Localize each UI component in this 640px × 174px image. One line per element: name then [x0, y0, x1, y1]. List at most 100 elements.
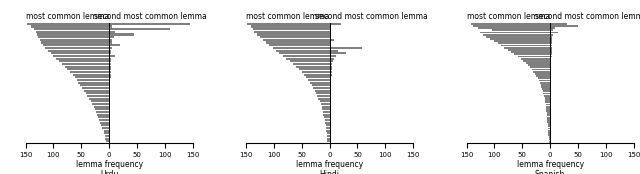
Bar — [109, 105, 110, 108]
Bar — [308, 79, 330, 81]
Bar — [550, 84, 551, 86]
Bar — [515, 53, 550, 55]
Bar — [550, 77, 551, 79]
Bar — [73, 73, 109, 76]
Bar — [319, 100, 330, 102]
Bar — [310, 81, 330, 84]
Bar — [104, 129, 109, 132]
Bar — [528, 64, 550, 66]
Bar — [550, 75, 551, 77]
Bar — [330, 79, 332, 81]
Bar — [541, 84, 550, 86]
Bar — [324, 119, 330, 121]
Bar — [547, 112, 550, 114]
Bar — [543, 93, 550, 94]
Bar — [511, 51, 550, 53]
Bar — [67, 68, 109, 70]
Bar — [109, 60, 111, 62]
Bar — [276, 49, 330, 52]
Bar — [109, 87, 110, 89]
Bar — [330, 68, 332, 70]
Bar — [547, 121, 550, 123]
Bar — [109, 108, 110, 110]
Bar — [525, 62, 550, 64]
Bar — [550, 45, 552, 46]
Bar — [38, 36, 109, 38]
Bar — [109, 63, 111, 65]
Bar — [324, 116, 330, 118]
Bar — [330, 57, 334, 60]
Bar — [545, 99, 550, 101]
Bar — [548, 125, 550, 127]
Bar — [486, 36, 550, 38]
Bar — [27, 23, 109, 25]
Bar — [109, 55, 115, 57]
Bar — [550, 40, 552, 42]
Text: most common lemma: most common lemma — [467, 12, 550, 21]
Bar — [550, 93, 551, 94]
Bar — [45, 47, 109, 49]
Bar — [548, 128, 550, 129]
Bar — [109, 47, 112, 49]
Bar — [53, 55, 109, 57]
Bar — [330, 36, 331, 38]
X-axis label: lemma frequency
Hindi: lemma frequency Hindi — [296, 160, 363, 174]
Bar — [269, 44, 330, 46]
Bar — [326, 129, 330, 132]
Bar — [550, 62, 551, 64]
Bar — [540, 82, 550, 84]
Bar — [286, 57, 330, 60]
Bar — [550, 51, 552, 53]
Bar — [104, 132, 109, 135]
Bar — [89, 97, 109, 100]
Bar — [75, 76, 109, 78]
Bar — [533, 71, 550, 73]
Bar — [550, 73, 551, 75]
Bar — [545, 101, 550, 103]
Bar — [109, 52, 111, 54]
Bar — [316, 92, 330, 94]
Bar — [477, 27, 550, 29]
Bar — [31, 25, 109, 28]
Bar — [550, 42, 552, 44]
Bar — [330, 52, 346, 54]
Bar — [105, 137, 109, 140]
Bar — [48, 49, 109, 52]
Bar — [550, 86, 551, 88]
Bar — [109, 97, 110, 100]
Bar — [330, 100, 331, 102]
Bar — [36, 33, 109, 36]
Bar — [325, 121, 330, 124]
Bar — [473, 25, 550, 27]
Bar — [330, 44, 331, 46]
Bar — [330, 25, 332, 28]
Bar — [330, 116, 331, 118]
Bar — [544, 95, 550, 97]
Bar — [539, 80, 550, 81]
Bar — [315, 89, 330, 92]
Bar — [542, 88, 550, 90]
Bar — [317, 95, 330, 97]
Bar — [543, 90, 550, 92]
Bar — [504, 47, 550, 49]
Bar — [109, 31, 115, 33]
Bar — [550, 66, 551, 68]
Bar — [109, 116, 110, 118]
Bar — [498, 42, 550, 44]
Bar — [550, 64, 551, 66]
Bar — [546, 108, 550, 110]
Bar — [545, 97, 550, 99]
Bar — [109, 79, 110, 81]
X-axis label: lemma frequency
Urdu: lemma frequency Urdu — [76, 160, 143, 174]
Bar — [330, 108, 331, 110]
Bar — [65, 65, 109, 68]
Bar — [93, 105, 109, 108]
Bar — [550, 34, 553, 35]
Bar — [481, 31, 550, 33]
Bar — [109, 39, 113, 41]
Bar — [44, 44, 109, 46]
Bar — [548, 130, 550, 132]
Bar — [330, 97, 331, 100]
Bar — [257, 33, 330, 36]
Bar — [109, 25, 112, 28]
